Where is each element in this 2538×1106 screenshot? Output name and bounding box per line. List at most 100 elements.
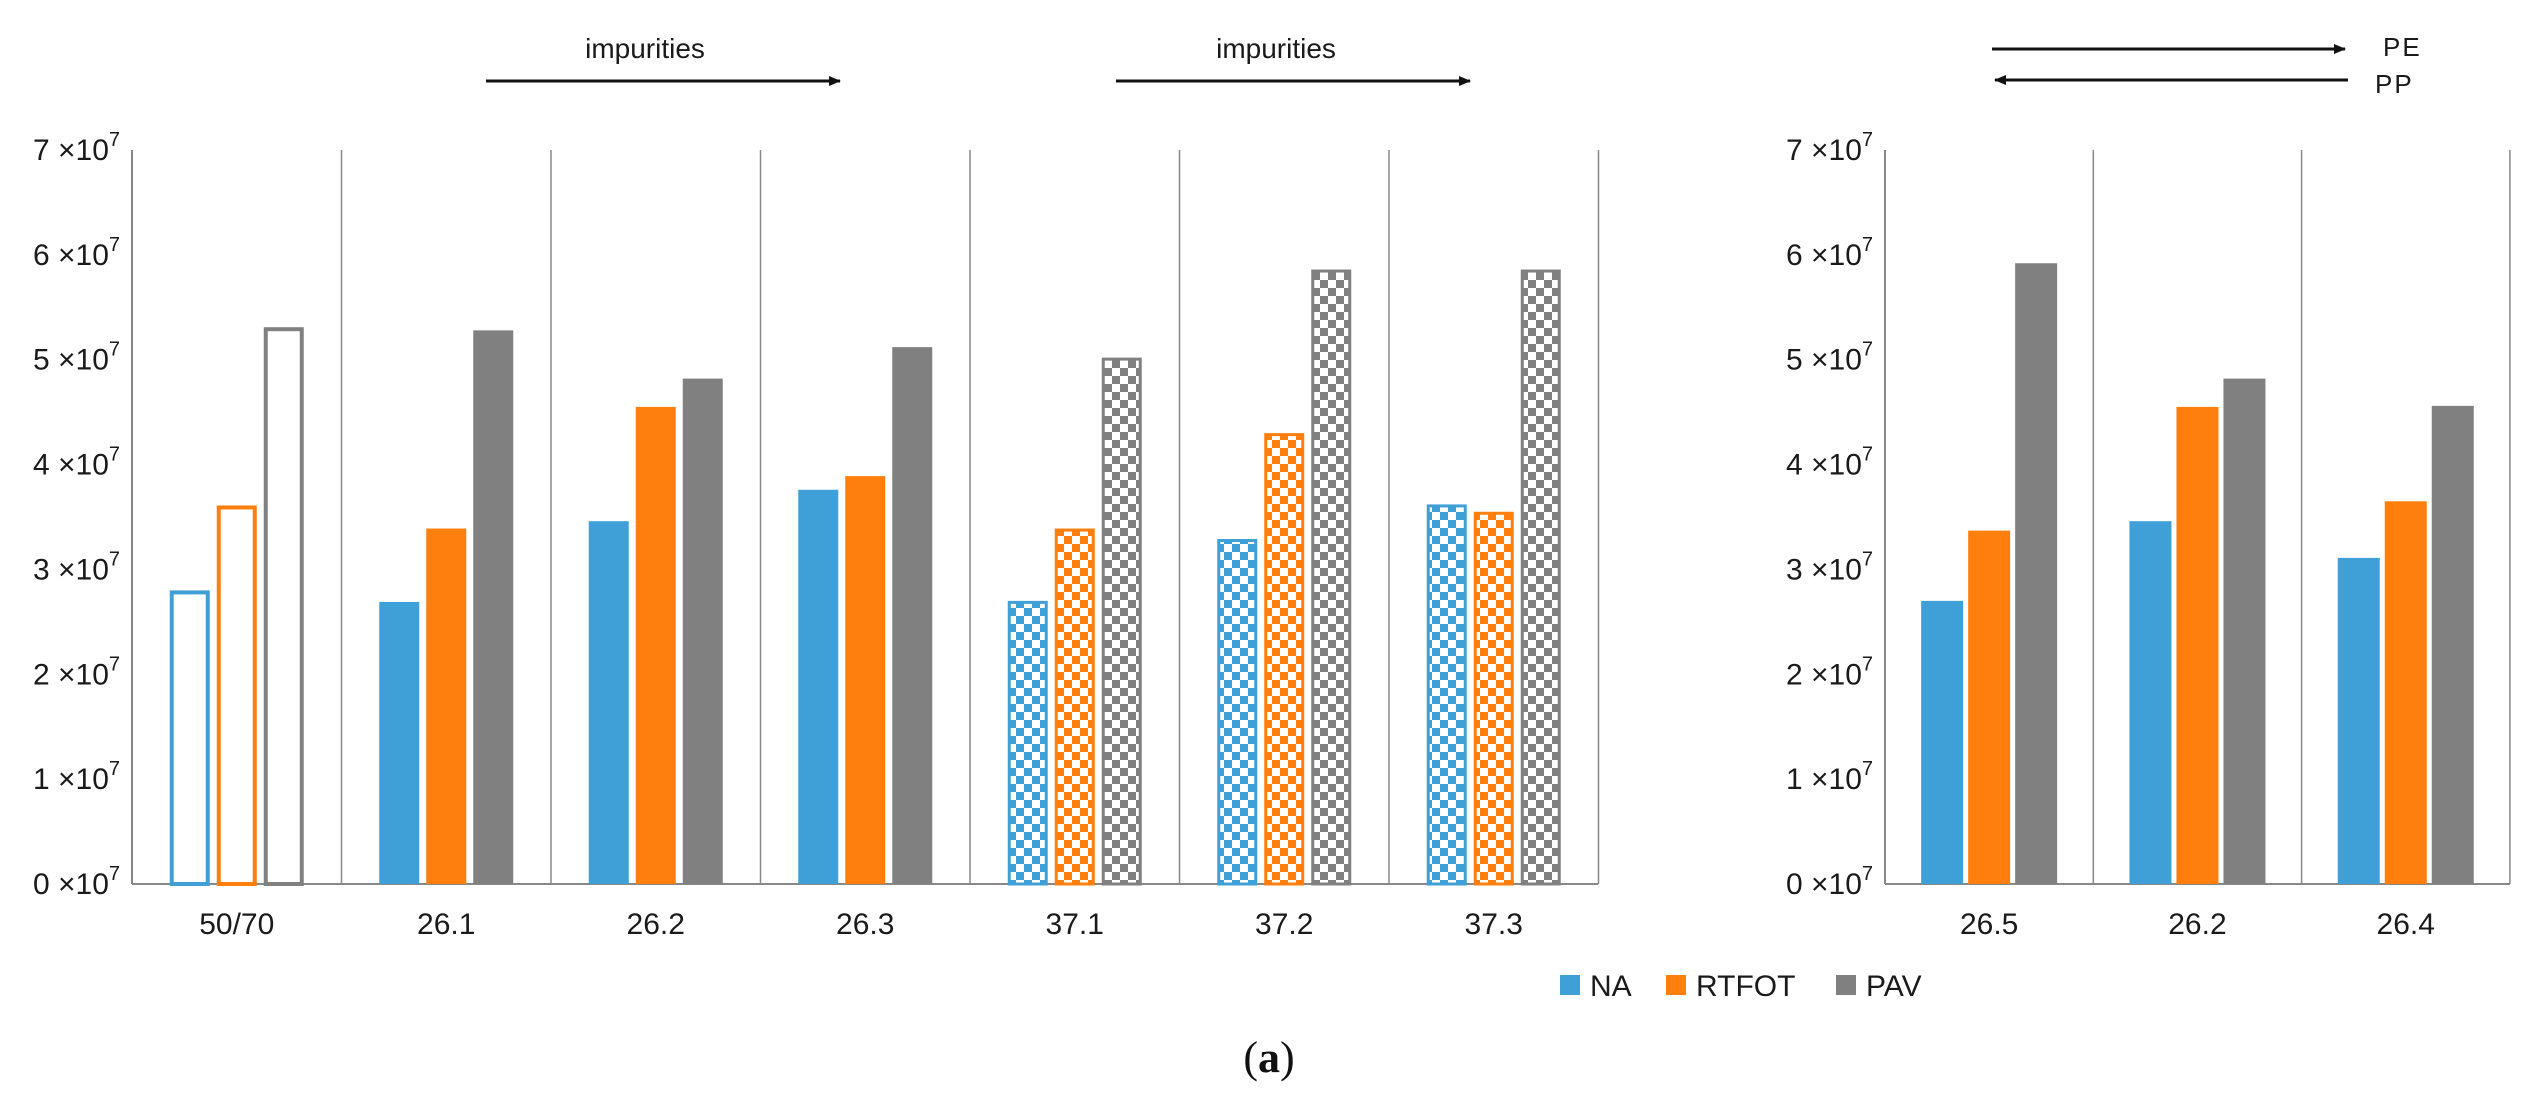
c1-x-label-50-70: 50/70: [199, 908, 274, 941]
c1-y-tick-exponent: 7: [109, 129, 120, 151]
c2-y-tick-label: 2 ×107: [1786, 653, 1873, 691]
c2-y-tick-exponent: 7: [1862, 129, 1873, 151]
bar-na-37-1: [1007, 600, 1048, 886]
c1-x-label-26-1: 26.1: [417, 908, 475, 941]
impurities-label-2: impurities: [1216, 33, 1336, 64]
impurities-label-1: impurities: [585, 33, 705, 64]
subfigure-label-letter: a: [1258, 1033, 1280, 1082]
bar-pav-37-2: [1311, 269, 1352, 886]
c1-y-tick-mantissa: 3: [33, 553, 58, 586]
bar-rtfot-50-70: [216, 505, 257, 886]
c1-y-tick-label: 4 ×107: [33, 444, 120, 482]
bar-pav-26-4: [2431, 405, 2474, 884]
c1-y-tick-label: 1 ×107: [33, 758, 120, 796]
c1-y-tick-label: 5 ×107: [33, 339, 120, 377]
bar-na-26-3: [798, 489, 839, 884]
c2-y-tick-exponent: 7: [1862, 444, 1873, 466]
c1-y-tick-base: ×10: [58, 658, 109, 691]
c2-y-tick-base: ×10: [1811, 239, 1862, 272]
legend-swatch-rtfot: [1666, 975, 1686, 995]
subfigure-label-open: (: [1243, 1033, 1258, 1082]
c2-y-tick-mantissa: 6: [1786, 239, 1811, 272]
bar-pav-26-1: [473, 330, 514, 885]
c2-y-tick-base: ×10: [1811, 553, 1862, 586]
c1-y-tick-mantissa: 1: [33, 763, 58, 796]
c2-y-tick-label: 5 ×107: [1786, 339, 1873, 377]
bar-na-26-2: [2129, 521, 2172, 884]
c1-x-label-26-2: 26.2: [627, 908, 685, 941]
bar-na-50-70: [169, 590, 210, 887]
c2-y-tick-mantissa: 0: [1786, 868, 1811, 901]
c1-y-tick-label: 6 ×107: [33, 234, 120, 272]
pe-pp-annotation: PE PP: [1992, 32, 2422, 99]
chart-right-bars: [1921, 263, 2474, 884]
c2-y-tick-base: ×10: [1811, 449, 1862, 482]
bar-rtfot-26-4: [2384, 501, 2427, 884]
bar-pav-26-2: [2223, 378, 2266, 884]
subfigure-label: (a): [0, 1032, 2538, 1083]
bar-rtfot-26-2: [2176, 406, 2219, 884]
bar-rtfot-37-3: [1473, 511, 1514, 886]
legend-label-na: NA: [1590, 970, 1632, 1003]
c1-y-tick-base: ×10: [58, 239, 109, 272]
c1-y-tick-base: ×10: [58, 763, 109, 796]
c1-y-tick-mantissa: 6: [33, 239, 58, 272]
bar-pav-50-70: [263, 327, 304, 886]
c2-y-tick-label: 0 ×107: [1786, 863, 1873, 901]
c1-y-tick-base: ×10: [58, 344, 109, 377]
c1-y-tick-base: ×10: [58, 553, 109, 586]
bar-pav-26-5: [2015, 263, 2058, 884]
c2-y-tick-base: ×10: [1811, 868, 1862, 901]
bar-na-37-3: [1426, 504, 1467, 886]
bar-na-26-5: [1921, 600, 1964, 884]
c1-y-tick-base: ×10: [58, 868, 109, 901]
c2-y-tick-label: 6 ×107: [1786, 234, 1873, 272]
c1-x-label-26-3: 26.3: [836, 908, 894, 941]
c1-y-tick-exponent: 7: [109, 863, 120, 885]
legend-swatch-pav: [1836, 975, 1856, 995]
c2-y-tick-base: ×10: [1811, 658, 1862, 691]
impurities-annotation-2: impurities: [1116, 33, 1471, 86]
c2-y-tick-label: 1 ×107: [1786, 758, 1873, 796]
subfigure-label-close: ): [1280, 1033, 1295, 1082]
chart-left-category-dividers: [340, 150, 1600, 884]
chart-left-bars: [169, 269, 1561, 887]
c2-y-tick-mantissa: 7: [1786, 134, 1811, 167]
legend-label-pav: PAV: [1866, 970, 1922, 1003]
c2-y-tick-label: 4 ×107: [1786, 444, 1873, 482]
legend-swatch-na: [1560, 975, 1580, 995]
bar-pav-26-3: [892, 347, 933, 884]
c2-y-tick-mantissa: 2: [1786, 658, 1811, 691]
c1-y-tick-exponent: 7: [109, 339, 120, 361]
c1-y-tick-mantissa: 5: [33, 344, 58, 377]
c2-y-tick-mantissa: 3: [1786, 553, 1811, 586]
c2-y-tick-mantissa: 4: [1786, 449, 1811, 482]
c1-y-tick-mantissa: 2: [33, 658, 58, 691]
bar-rtfot-26-1: [426, 528, 467, 884]
bar-rtfot-37-1: [1054, 528, 1095, 886]
c1-y-tick-exponent: 7: [109, 234, 120, 256]
c1-x-label-37-3: 37.3: [1465, 908, 1523, 941]
c2-y-tick-exponent: 7: [1862, 653, 1873, 675]
bar-rtfot-26-3: [845, 476, 886, 884]
c2-y-tick-mantissa: 1: [1786, 763, 1811, 796]
c2-y-tick-exponent: 7: [1862, 548, 1873, 570]
c2-x-label-26-5: 26.5: [1960, 908, 2018, 941]
bar-na-26-1: [379, 601, 420, 884]
c2-x-label-26-2: 26.2: [2168, 908, 2226, 941]
c1-y-tick-exponent: 7: [109, 444, 120, 466]
legend-label-rtfot: RTFOT: [1696, 970, 1795, 1003]
impurities-annotation-1: impurities: [486, 33, 841, 86]
c1-y-tick-mantissa: 7: [33, 134, 58, 167]
pe-label: PE: [2383, 32, 2422, 62]
c1-y-tick-label: 0 ×107: [33, 863, 120, 901]
chart-right-x-labels: 26.5 26.2 26.4: [1960, 908, 2435, 941]
pp-label: PP: [2375, 69, 2414, 99]
bar-na-26-2: [588, 521, 629, 884]
c2-y-tick-base: ×10: [1811, 344, 1862, 377]
bar-pav-26-2: [682, 378, 723, 884]
